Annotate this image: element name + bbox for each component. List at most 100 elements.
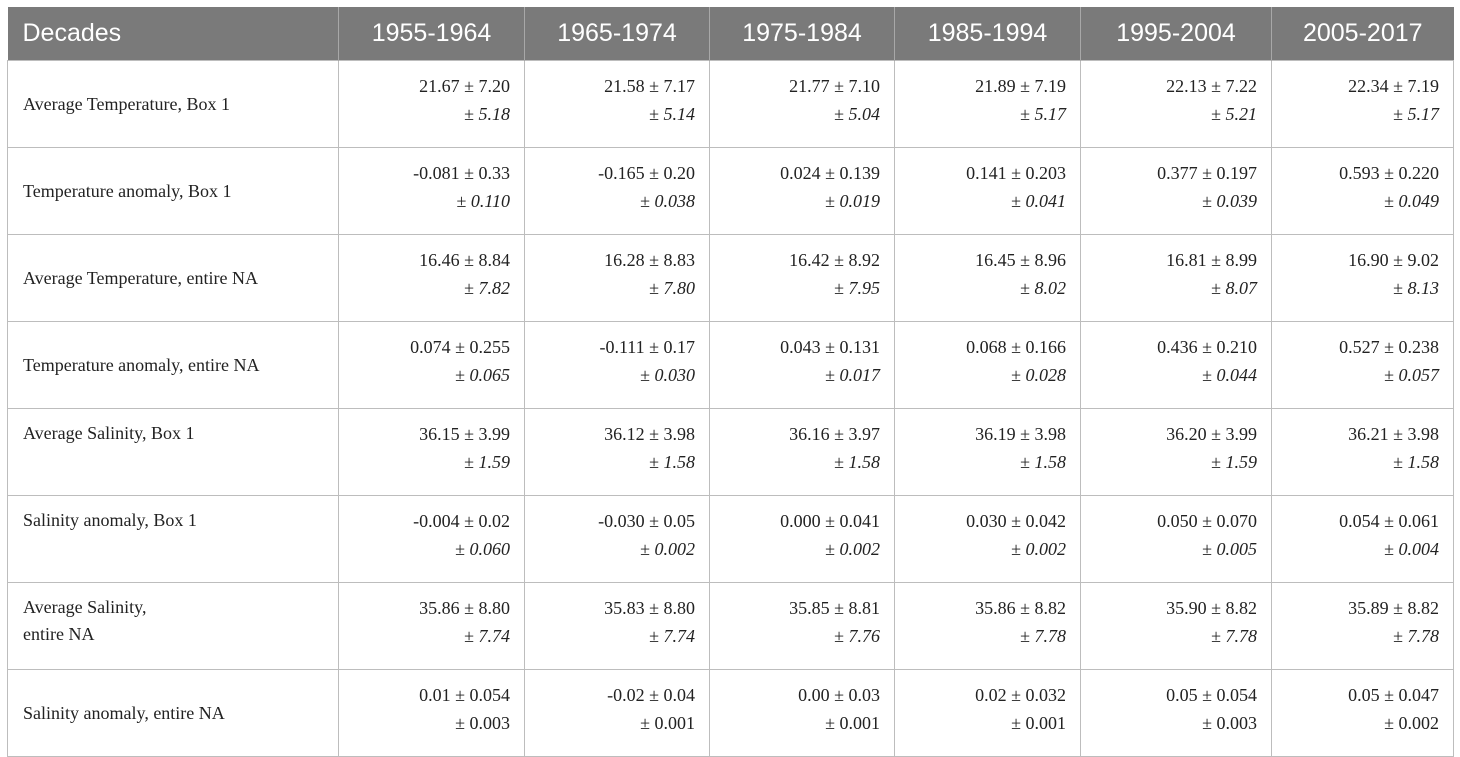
mean-std: 35.89 ± 8.82 <box>1348 598 1439 618</box>
uncertainty: 0.004 <box>1398 539 1440 559</box>
mean-std: 16.45 ± 8.96 <box>975 250 1066 270</box>
row-label: Average Temperature, entire NA <box>7 234 339 322</box>
mean-std: 36.16 ± 3.97 <box>789 424 880 444</box>
uncertainty: 5.21 <box>1225 104 1258 124</box>
header-decade-4: 1985-1994 <box>894 7 1081 61</box>
uncertainty: 0.028 <box>1025 365 1067 385</box>
pm-sign: ± <box>649 104 664 124</box>
table-cell: 22.34 ± 7.19 ± 5.17 <box>1271 60 1454 148</box>
mean-std: 0.00 ± 0.03 <box>798 685 880 705</box>
mean-std: -0.165 ± 0.20 <box>598 163 695 183</box>
pm-sign: ± <box>825 191 840 211</box>
mean-std: 0.074 ± 0.255 <box>410 337 510 357</box>
mean-std: 0.000 ± 0.041 <box>780 511 880 531</box>
uncertainty: ± 0.002 <box>1384 713 1439 733</box>
table-cell: 35.86 ± 8.80 ± 7.74 <box>338 582 525 670</box>
mean-std: -0.02 ± 0.04 <box>607 685 695 705</box>
mean-std: 22.34 ± 7.19 <box>1348 76 1439 96</box>
pm-sign: ± <box>464 626 479 646</box>
pm-sign: ± <box>455 539 470 559</box>
table-cell: 0.593 ± 0.220 ± 0.049 <box>1271 147 1454 235</box>
table-body: Average Temperature, Box 1 21.67 ± 7.20 ±… <box>7 60 1454 757</box>
pm-sign: ± <box>1202 539 1217 559</box>
uncertainty: ± 0.003 <box>455 713 510 733</box>
pm-sign: ± <box>464 452 479 472</box>
table-cell: 36.19 ± 3.98 ± 1.58 <box>894 408 1081 496</box>
table-cell: 0.000 ± 0.041 ± 0.002 <box>709 495 895 583</box>
table-cell: -0.030 ± 0.05 ± 0.002 <box>524 495 710 583</box>
pm-sign: ± <box>640 539 655 559</box>
table-cell: -0.111 ± 0.17 ± 0.030 <box>524 321 710 409</box>
table-cell: 0.068 ± 0.166 ± 0.028 <box>894 321 1081 409</box>
table-cell: -0.081 ± 0.33 ± 0.110 <box>338 147 525 235</box>
uncertainty: 0.005 <box>1216 539 1258 559</box>
pm-sign: ± <box>1020 278 1035 298</box>
pm-sign: ± <box>825 539 840 559</box>
uncertainty: 5.14 <box>663 104 696 124</box>
header-decade-2: 1965-1974 <box>524 7 710 61</box>
mean-std: 35.83 ± 8.80 <box>604 598 695 618</box>
pm-sign: ± <box>1393 104 1408 124</box>
pm-sign: ± <box>834 278 849 298</box>
table-cell: 36.15 ± 3.99 ± 1.59 <box>338 408 525 496</box>
header-decade-1: 1955-1964 <box>338 7 525 61</box>
uncertainty: ± 0.003 <box>1202 713 1257 733</box>
pm-sign: ± <box>1020 104 1035 124</box>
uncertainty: 7.78 <box>1407 626 1440 646</box>
pm-sign: ± <box>464 104 479 124</box>
header-row: Decades 1955-1964 1965-1974 1975-1984 19… <box>7 7 1454 61</box>
table-header: Decades 1955-1964 1965-1974 1975-1984 19… <box>7 7 1454 61</box>
table-cell: 0.043 ± 0.131 ± 0.017 <box>709 321 895 409</box>
mean-std: 0.024 ± 0.139 <box>780 163 880 183</box>
table-row: Average Salinity, Box 1 36.15 ± 3.99 ± 1.… <box>7 408 1454 496</box>
mean-std: 21.58 ± 7.17 <box>604 76 695 96</box>
uncertainty: 0.002 <box>1025 539 1067 559</box>
pm-sign: ± <box>1202 191 1217 211</box>
uncertainty: ± 0.001 <box>1011 713 1066 733</box>
pm-sign: ± <box>1211 626 1226 646</box>
pm-sign: ± <box>1211 278 1226 298</box>
uncertainty: 7.74 <box>478 626 511 646</box>
mean-std: 21.77 ± 7.10 <box>789 76 880 96</box>
uncertainty: 0.038 <box>654 191 696 211</box>
uncertainty: 0.039 <box>1216 191 1258 211</box>
table-cell: 0.01 ± 0.054 ± 0.003 <box>338 669 525 757</box>
uncertainty: 1.58 <box>1034 452 1067 472</box>
mean-std: 35.90 ± 8.82 <box>1166 598 1257 618</box>
uncertainty: 5.17 <box>1407 104 1440 124</box>
table-cell: 21.67 ± 7.20 ± 5.18 <box>338 60 525 148</box>
uncertainty: 8.13 <box>1407 278 1440 298</box>
mean-std: 0.527 ± 0.238 <box>1339 337 1439 357</box>
uncertainty: 7.95 <box>848 278 881 298</box>
uncertainty: 1.59 <box>1225 452 1258 472</box>
mean-std: 0.054 ± 0.061 <box>1339 511 1439 531</box>
uncertainty: 8.07 <box>1225 278 1258 298</box>
pm-sign: ± <box>649 278 664 298</box>
pm-sign: ± <box>1011 539 1026 559</box>
pm-sign: ± <box>1020 452 1035 472</box>
table-cell: 36.12 ± 3.98 ± 1.58 <box>524 408 710 496</box>
table-cell: 0.024 ± 0.139 ± 0.019 <box>709 147 895 235</box>
table-cell: 0.030 ± 0.042 ± 0.002 <box>894 495 1081 583</box>
uncertainty: 0.041 <box>1025 191 1067 211</box>
row-label: Temperature anomaly, Box 1 <box>7 147 339 235</box>
table-cell: 21.77 ± 7.10 ± 5.04 <box>709 60 895 148</box>
uncertainty: 7.82 <box>478 278 511 298</box>
mean-std: 36.15 ± 3.99 <box>419 424 510 444</box>
table-cell: 35.83 ± 8.80 ± 7.74 <box>524 582 710 670</box>
mean-std: 16.42 ± 8.92 <box>789 250 880 270</box>
uncertainty: 0.002 <box>839 539 881 559</box>
table-row: Average Temperature, Box 1 21.67 ± 7.20 ±… <box>7 60 1454 148</box>
pm-sign: ± <box>649 626 664 646</box>
table-cell: 22.13 ± 7.22 ± 5.21 <box>1080 60 1272 148</box>
table-row: Average Temperature, entire NA 16.46 ± 8… <box>7 234 1454 322</box>
table-cell: 0.02 ± 0.032 ± 0.001 <box>894 669 1081 757</box>
uncertainty: 7.74 <box>663 626 696 646</box>
row-label: Temperature anomaly, entire NA <box>7 321 339 409</box>
pm-sign: ± <box>1384 539 1399 559</box>
row-label-line-1: Average Salinity, <box>23 597 147 617</box>
pm-sign: ± <box>1384 191 1399 211</box>
pm-sign: ± <box>1393 626 1408 646</box>
uncertainty: 0.049 <box>1398 191 1440 211</box>
mean-std: 35.86 ± 8.80 <box>419 598 510 618</box>
